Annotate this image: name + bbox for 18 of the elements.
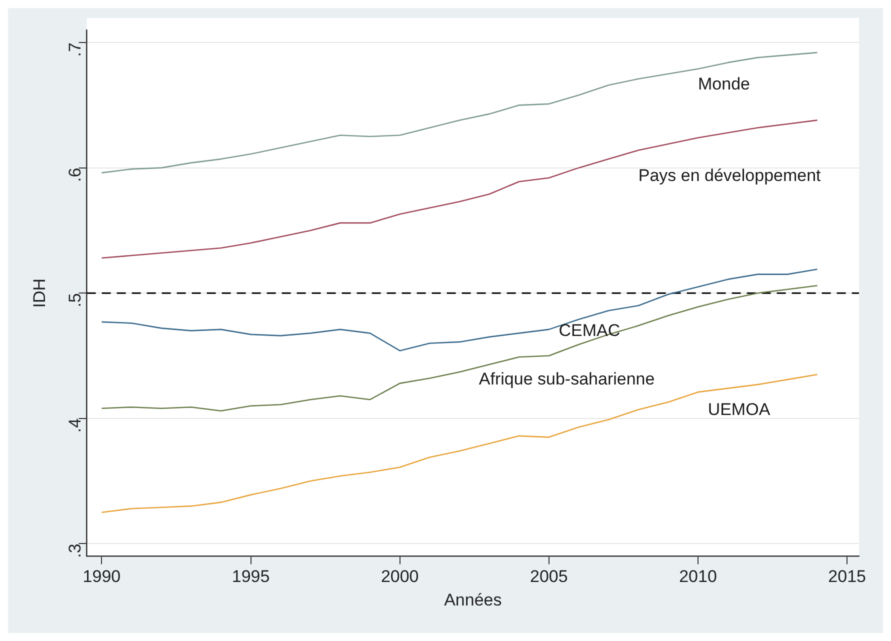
- x-tick-label: 2010: [679, 567, 717, 586]
- series-label: Afrique sub-saharienne: [478, 369, 655, 388]
- series-label: UEMOA: [708, 400, 771, 420]
- x-tick-label: 2000: [380, 567, 419, 586]
- y-tick-label: .3: [65, 544, 84, 558]
- x-tick-label: 2015: [828, 567, 866, 586]
- x-tick-label: 2005: [530, 567, 568, 586]
- y-tick-label: .7: [65, 42, 84, 57]
- series-label: Pays en développement: [638, 166, 822, 185]
- series-label: CEMAC: [558, 321, 620, 340]
- y-tick-label: .4: [65, 418, 84, 433]
- x-axis-title: Années: [444, 590, 502, 610]
- y-axis-title: IDH: [30, 278, 49, 308]
- y-tick-label: .6: [65, 168, 84, 182]
- series-label: Monde: [698, 74, 750, 94]
- x-tick-label: 1990: [82, 567, 121, 586]
- y-tick-label: .5: [65, 293, 84, 308]
- x-tick-label: 1995: [232, 567, 270, 586]
